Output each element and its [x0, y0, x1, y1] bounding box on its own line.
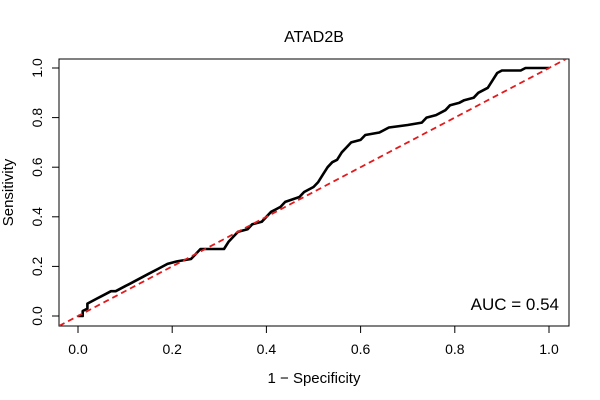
roc-curve-line [78, 66, 549, 318]
x-tick-label: 0.4 [257, 341, 277, 357]
chart-title: ATAD2B [284, 29, 344, 46]
x-axis-label: 1 − Specificity [268, 370, 361, 387]
x-tick-label: 0.2 [162, 341, 182, 357]
plot-area [59, 59, 569, 326]
y-tick-label: 0.8 [29, 108, 45, 128]
y-tick-label: 0.6 [29, 157, 45, 177]
y-axis: 0.0 0.2 0.4 0.6 0.8 1.0 [29, 58, 60, 326]
x-tick-label: 1.0 [539, 341, 559, 357]
auc-annotation: AUC = 0.54 [471, 295, 559, 314]
y-tick-label: 0.4 [29, 207, 45, 227]
x-tick-label: 0.6 [351, 341, 371, 357]
x-tick-label: 0.8 [445, 341, 465, 357]
y-tick-label: 0.0 [29, 306, 45, 326]
x-tick-label: 0.0 [68, 341, 88, 357]
y-tick-label: 0.2 [29, 256, 45, 276]
plot-frame [58, 58, 570, 327]
reference-diagonal-line [59, 59, 569, 326]
y-tick-label: 1.0 [29, 58, 45, 78]
y-axis-label: Sensitivity [0, 158, 17, 226]
x-axis: 0.0 0.2 0.4 0.6 0.8 1.0 [68, 325, 559, 357]
